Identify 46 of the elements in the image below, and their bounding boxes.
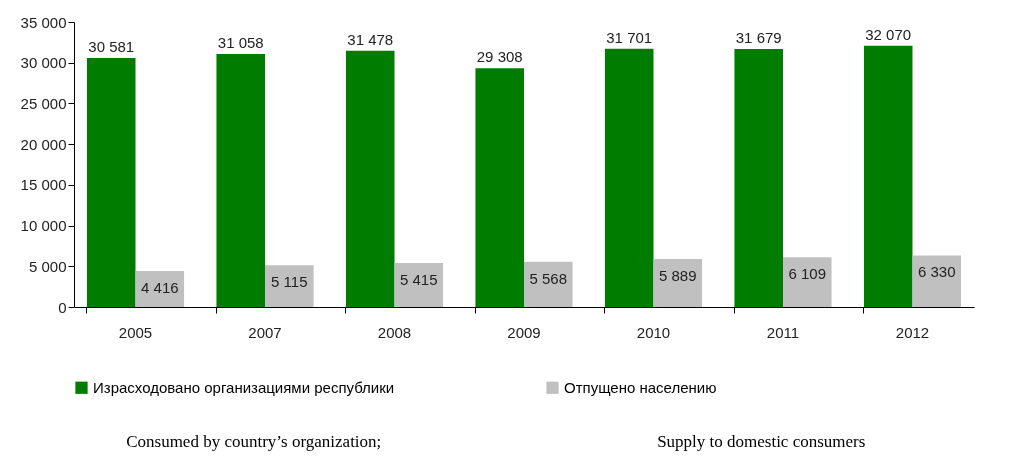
- data-label: 31 701: [606, 28, 653, 46]
- bar: [863, 45, 913, 307]
- data-label: 30 581: [88, 37, 135, 55]
- data-label: 32 070: [865, 25, 912, 43]
- x-tick-label: 2009: [507, 323, 541, 341]
- bar: [394, 262, 444, 307]
- y-tick-label: 15 000: [20, 176, 67, 194]
- y-tick-label: 30 000: [20, 54, 67, 72]
- y-tick-label: 10 000: [20, 217, 67, 235]
- bar: [653, 259, 703, 307]
- data-label: 5 889: [659, 267, 697, 285]
- x-tick-label: 2005: [118, 323, 153, 341]
- text: Consumed by country’s organization;: [125, 432, 383, 452]
- text: Supply to domestic consumers: [656, 432, 867, 452]
- legend-label: Отпущено населению: [564, 378, 717, 396]
- bar: [782, 257, 832, 307]
- x-tick-label: 2012: [895, 323, 930, 341]
- data-label: 6 109: [788, 265, 827, 283]
- bar: [524, 261, 573, 307]
- bar: [265, 265, 314, 307]
- bar: [216, 54, 266, 307]
- legend-label: Израсходовано организациями республики: [93, 378, 395, 396]
- x-tick-label: 2008: [377, 323, 412, 341]
- bar: [345, 50, 395, 307]
- y-tick-label: 0: [58, 298, 67, 316]
- bar: [475, 68, 524, 307]
- bar: [734, 49, 783, 307]
- data-label: 31 679: [735, 29, 782, 47]
- y-tick-label: 25 000: [20, 94, 67, 112]
- bar: [86, 57, 136, 307]
- data-label: 4 416: [141, 279, 179, 297]
- y-tick-label: 20 000: [20, 135, 67, 153]
- data-label: 29 308: [476, 48, 523, 66]
- bar: [604, 48, 654, 307]
- data-label: 31 478: [347, 30, 394, 48]
- y-tick-label: 35 000: [20, 13, 67, 31]
- x-tick-label: 2011: [766, 323, 800, 341]
- x-tick-label: 2010: [636, 323, 671, 341]
- data-label: 31 058: [217, 34, 264, 52]
- bar: [912, 255, 962, 307]
- data-label: 5 415: [400, 270, 438, 288]
- x-tick-label: 2007: [248, 323, 282, 341]
- data-label: 5 115: [271, 273, 308, 291]
- data-label: 5 568: [529, 269, 568, 287]
- y-tick-label: 5 000: [28, 257, 67, 275]
- data-label: 6 330: [918, 263, 956, 281]
